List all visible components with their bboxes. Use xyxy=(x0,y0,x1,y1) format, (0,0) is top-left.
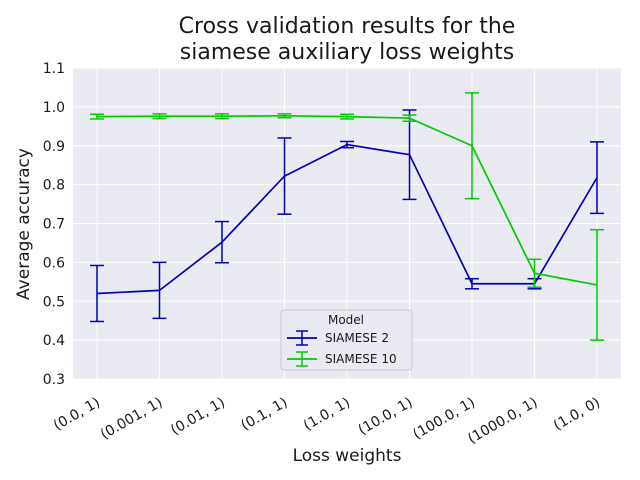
legend-label: SIAMESE 2 xyxy=(325,331,389,345)
y-tick-label: 0.6 xyxy=(43,255,65,271)
legend-items: SIAMESE 2 SIAMESE 10 xyxy=(287,330,397,367)
x-axis-label: Loss weights xyxy=(293,446,402,466)
y-tick-label: 0.5 xyxy=(43,294,65,310)
y-tick-label: 1.1 xyxy=(43,61,65,77)
legend-item-1: SIAMESE 2 xyxy=(287,330,389,346)
legend-box xyxy=(280,309,413,371)
series-layer xyxy=(90,92,604,341)
y-tick-label: 1.0 xyxy=(43,100,65,116)
legend-title: Model xyxy=(328,313,364,327)
chart-title-line-1: Cross validation results for the xyxy=(179,14,516,39)
y-tick-labels: 0.3 0.4 0.5 0.6 0.7 0.8 0.9 1.0 1.1 xyxy=(43,61,65,388)
y-tick-label: 0.4 xyxy=(43,333,65,349)
y-tick-label: 0.7 xyxy=(43,217,65,233)
legend-label: SIAMESE 10 xyxy=(325,352,397,366)
series-1 xyxy=(90,109,604,323)
series-2 xyxy=(90,92,604,341)
chart-title-line-2: siamese auxiliary loss weights xyxy=(180,40,514,65)
y-axis-label: Average accuracy xyxy=(14,148,34,300)
y-tick-label: 0.3 xyxy=(43,372,65,388)
y-tick-label: 0.8 xyxy=(43,178,65,194)
legend: Model SIAMESE 2 SIAMESE 10 xyxy=(280,309,413,371)
y-tick-label: 0.9 xyxy=(43,139,65,155)
legend-item-2: SIAMESE 10 xyxy=(287,351,397,367)
